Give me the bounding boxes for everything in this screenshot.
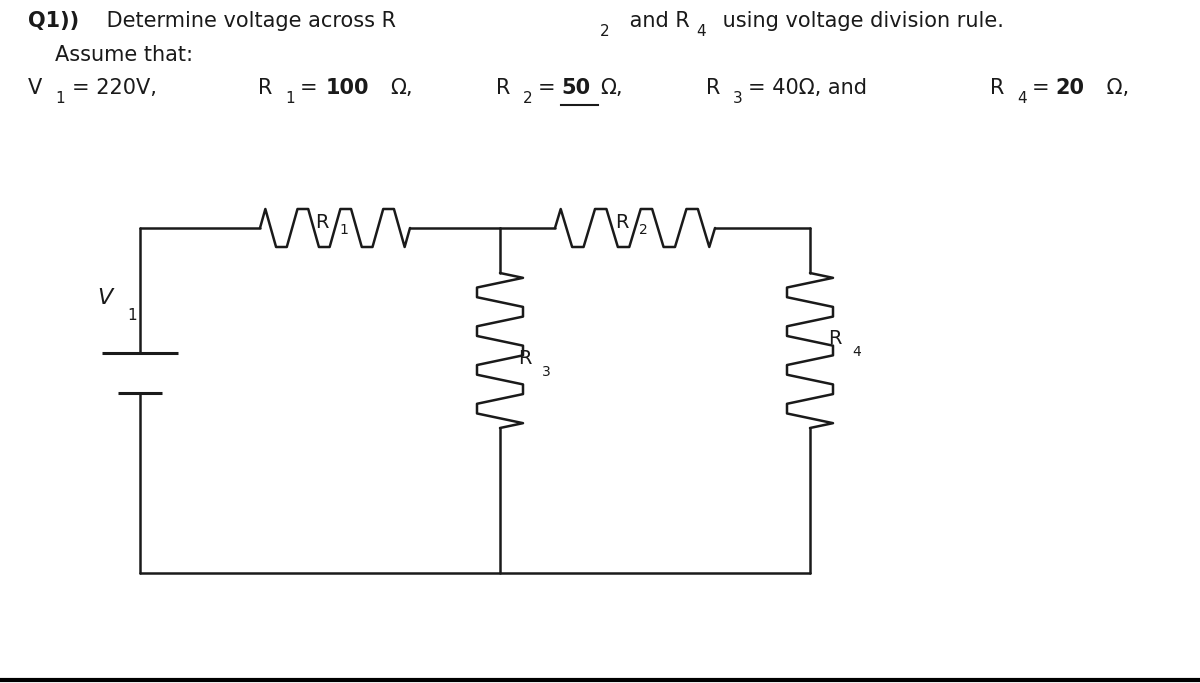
Text: 100: 100 [326,78,370,98]
Text: =: = [538,78,556,98]
Text: 4: 4 [696,24,706,39]
Text: R: R [314,213,329,232]
Text: V: V [97,288,113,308]
Text: 2: 2 [640,223,648,237]
Text: 20: 20 [1055,78,1084,98]
Text: Assume that:: Assume that: [55,45,193,65]
Text: Q1)): Q1)) [28,11,79,31]
Text: 3: 3 [733,91,743,106]
Text: 3: 3 [542,365,551,379]
Text: = 220V,: = 220V, [72,78,157,98]
Text: R: R [706,78,720,98]
Text: 2: 2 [600,24,610,39]
Text: and R: and R [623,11,690,31]
Text: R: R [616,213,629,232]
Text: = 40Ω, and: = 40Ω, and [748,78,866,98]
Text: Ω,: Ω, [600,78,623,98]
Text: 50: 50 [562,78,590,98]
Text: Ω,: Ω, [390,78,413,98]
Text: R: R [258,78,272,98]
Text: =: = [1032,78,1050,98]
Text: R: R [518,348,532,367]
Text: 4: 4 [852,345,860,359]
Text: Determine voltage across R: Determine voltage across R [100,11,396,31]
Text: 2: 2 [523,91,533,106]
Text: R: R [990,78,1004,98]
Text: 1: 1 [286,91,295,106]
Text: V: V [28,78,42,98]
Text: using voltage division rule.: using voltage division rule. [716,11,1004,31]
Text: 1: 1 [338,223,348,237]
Text: R: R [828,329,841,348]
Text: 4: 4 [1016,91,1027,106]
Text: =: = [300,78,318,98]
Text: 1: 1 [55,91,65,106]
Text: R: R [496,78,510,98]
Text: 1: 1 [127,309,137,324]
Text: Ω,: Ω, [1100,78,1129,98]
